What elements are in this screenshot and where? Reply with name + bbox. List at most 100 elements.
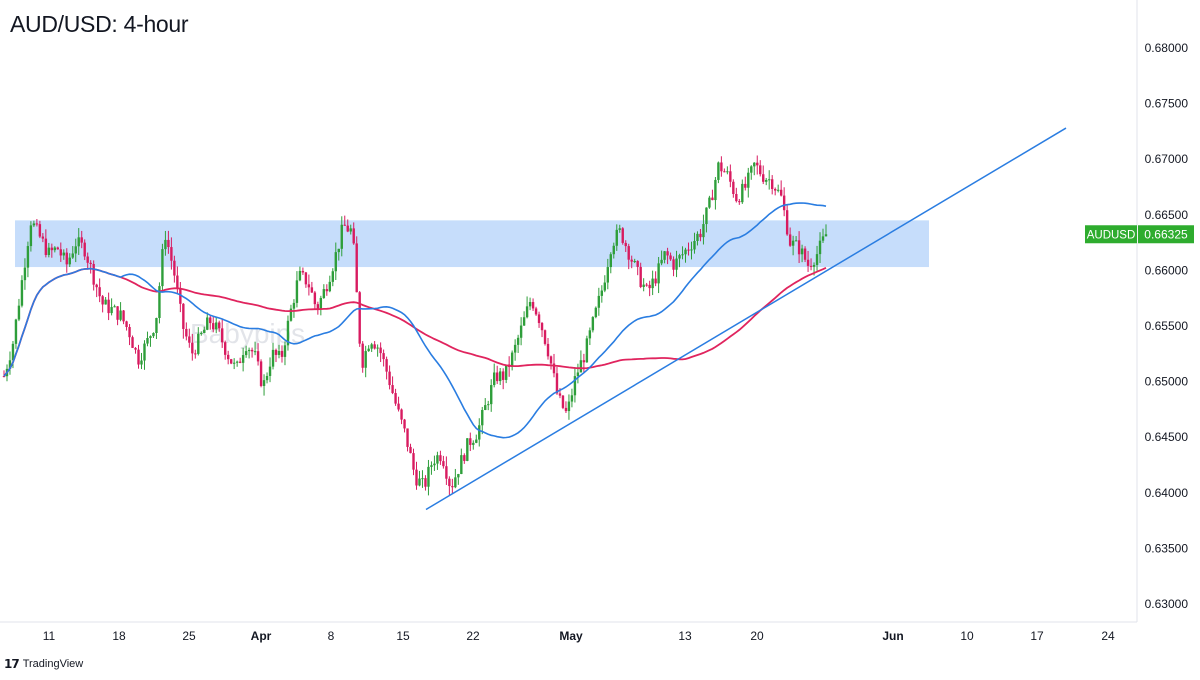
candle-body [95, 284, 98, 288]
candle-body [561, 395, 565, 408]
candle-body [229, 359, 233, 364]
price-tick-label: 0.66500 [1145, 208, 1189, 222]
candle-body [654, 278, 657, 284]
badge-symbol: AUDUSD [1087, 229, 1136, 241]
candle-body [528, 302, 532, 307]
candle-body [50, 247, 54, 251]
candle-body [101, 296, 104, 305]
candle-body [221, 328, 224, 343]
candle-body [770, 179, 774, 189]
candle-body [466, 438, 469, 461]
candle-body [364, 351, 367, 368]
candle-body [732, 181, 735, 195]
candle-body [379, 347, 382, 354]
candle-body [406, 428, 409, 447]
candles [2, 155, 828, 496]
candle-body [328, 281, 332, 292]
candle-body [510, 352, 514, 367]
time-tick-label: 18 [112, 629, 126, 643]
candle-body [280, 350, 284, 357]
time-tick-label: 24 [1101, 629, 1115, 643]
candle-body [370, 344, 373, 349]
candle-body [496, 372, 499, 382]
time-axis[interactable]: 11 18 25 Apr 8 15 22 May 13 20 Jun 10 17 24 [43, 629, 1115, 643]
candle-body [612, 245, 615, 255]
candle-body [537, 314, 541, 324]
candle-body [750, 166, 753, 173]
candle-body [460, 455, 463, 475]
candle-body [552, 363, 556, 374]
resistance-zone [15, 220, 929, 268]
candle-body [812, 264, 816, 267]
candle-body [334, 252, 337, 272]
candle-body [824, 234, 828, 237]
chart-title: AUD/USD: 4-hour [10, 11, 189, 37]
candle-body [516, 337, 520, 345]
candle-body [666, 251, 669, 256]
candle-body [250, 349, 254, 352]
candle-body [310, 287, 314, 293]
candle-body [161, 249, 164, 287]
candle-body [606, 267, 609, 283]
candle-body [672, 259, 675, 270]
tradingview-brand[interactable]: 𝟭𝟳 TradingView [4, 657, 83, 671]
trendline[interactable] [425, 127, 1067, 511]
candle-body [274, 349, 278, 355]
candle-body [53, 247, 57, 251]
candle-body [433, 463, 436, 466]
candle-body [768, 179, 771, 181]
candle-body [56, 247, 60, 250]
candle-body [316, 304, 320, 310]
candle-body [337, 248, 340, 253]
candle-body [376, 347, 379, 349]
candle-body [797, 240, 801, 255]
candle-body [409, 446, 412, 454]
price-axis[interactable]: 0.63000 0.63500 0.64000 0.64500 0.65000 0.655… [1145, 41, 1189, 611]
candle-body [167, 239, 170, 248]
candle-body [585, 338, 589, 363]
candle-body [424, 478, 427, 487]
candle-body [35, 223, 39, 225]
candle-body [143, 343, 146, 361]
candle-body [451, 486, 454, 488]
candle-body [14, 319, 18, 344]
candle-body [442, 461, 445, 467]
badge-price-bg [1138, 225, 1194, 244]
candle-body [343, 224, 346, 226]
candle-body [415, 469, 418, 486]
candle-body [92, 263, 95, 285]
candle-body [125, 321, 128, 328]
candle-body [394, 393, 397, 404]
candle-body [253, 351, 257, 353]
candle-body [80, 237, 83, 243]
candle-body [403, 419, 406, 429]
candle-body [785, 210, 789, 235]
candle-body [71, 253, 74, 258]
candle-body [179, 288, 182, 304]
candle-body [493, 372, 496, 386]
candle-body [128, 327, 131, 338]
candle-body [448, 478, 451, 487]
candle-body [573, 376, 577, 396]
candle-body [791, 240, 795, 246]
candle-body [218, 322, 221, 329]
candle-body [134, 347, 137, 350]
candle-body [113, 306, 116, 308]
candle-body [89, 262, 92, 264]
candle-body [594, 307, 598, 318]
candle-body [714, 179, 717, 201]
candle-body [469, 438, 472, 445]
candle-body [803, 248, 807, 260]
candle-body [286, 320, 290, 346]
candle-body [549, 356, 553, 364]
tradingview-logo-icon: 𝟭𝟳 [4, 657, 20, 671]
candle-body [633, 260, 636, 262]
candle-body [639, 266, 642, 287]
candle-body [200, 333, 203, 335]
candle-body [747, 172, 750, 188]
time-tick-label: May [559, 629, 583, 643]
candle-body [675, 258, 678, 270]
candle-body [463, 455, 466, 461]
